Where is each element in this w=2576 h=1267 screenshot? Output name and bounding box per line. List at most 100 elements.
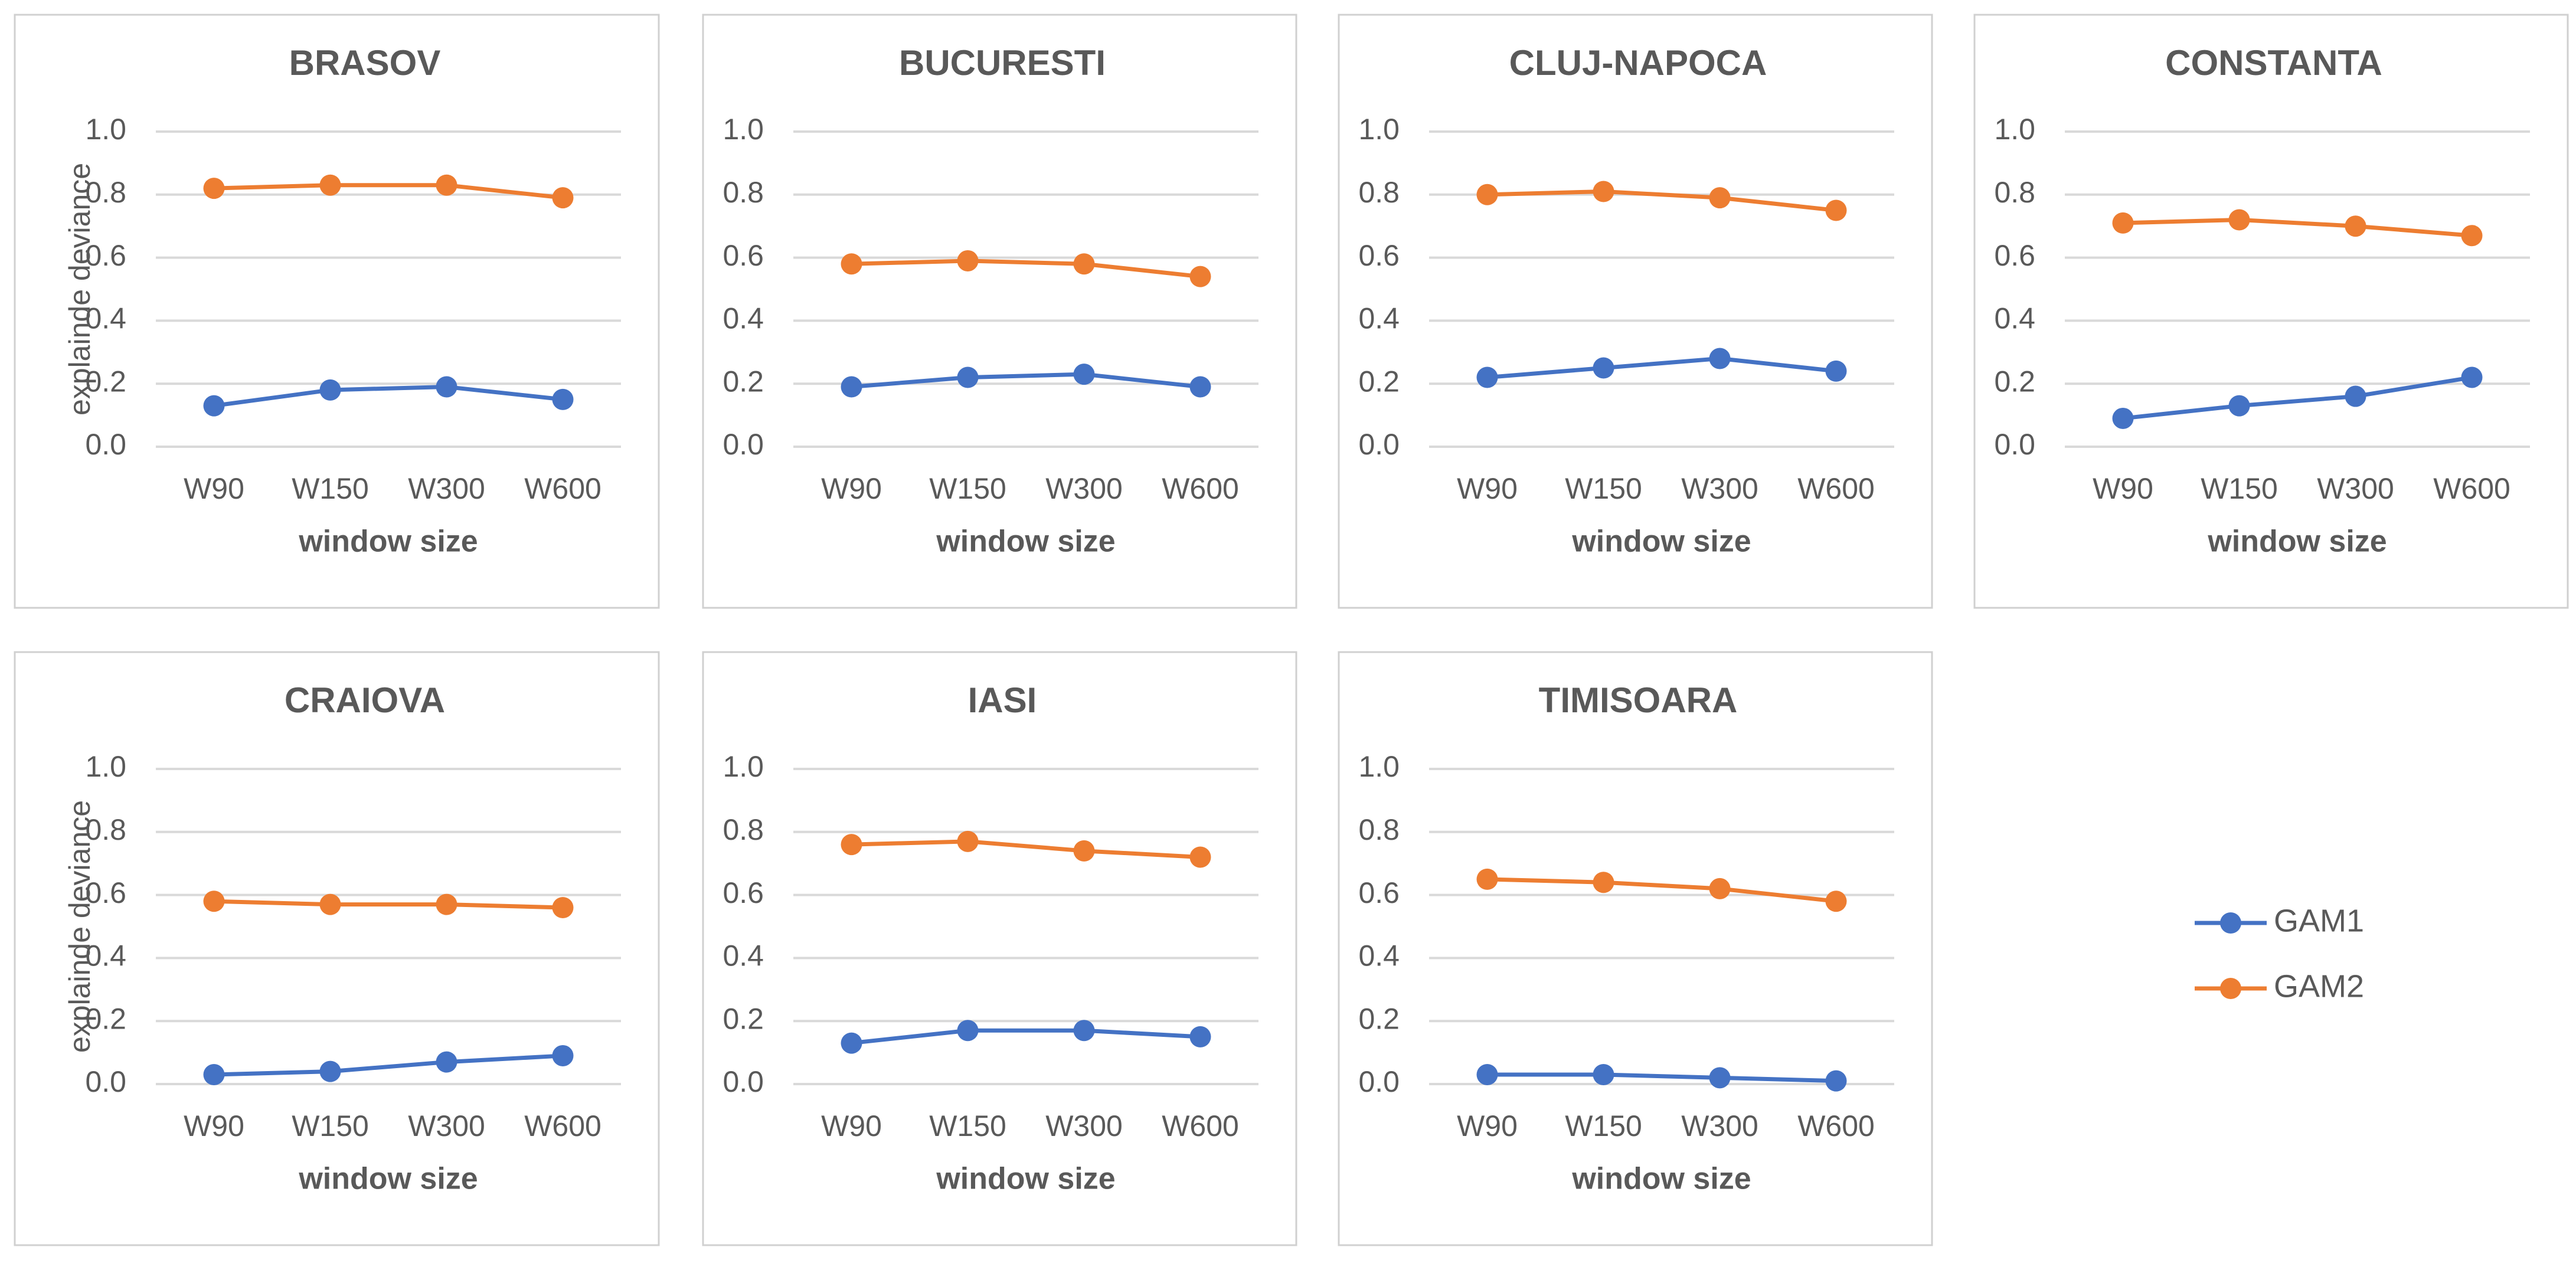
legend-marker bbox=[2220, 912, 2241, 934]
x-tick-label: W600 bbox=[1162, 472, 1239, 505]
series-line bbox=[214, 899, 563, 910]
x-tick-label: W150 bbox=[2201, 472, 2278, 505]
data-point bbox=[1476, 1063, 1498, 1085]
data-point bbox=[2461, 225, 2483, 247]
y-axis-label: explainde deviance bbox=[63, 163, 96, 415]
data-point bbox=[2345, 385, 2366, 407]
x-tick-label: W150 bbox=[292, 1109, 369, 1142]
y-tick-label: 0.4 bbox=[1994, 302, 2035, 335]
data-point bbox=[2112, 407, 2134, 429]
y-tick-label: 0.0 bbox=[85, 428, 126, 461]
data-point bbox=[552, 388, 574, 410]
x-tick-label: W600 bbox=[524, 472, 601, 505]
x-tick-label: W150 bbox=[929, 472, 1006, 505]
y-tick-label: 0.8 bbox=[85, 813, 126, 846]
data-point bbox=[957, 830, 979, 852]
series-line bbox=[1487, 189, 1836, 212]
data-point bbox=[1073, 1020, 1095, 1042]
data-point bbox=[552, 187, 574, 209]
x-tick-label: W600 bbox=[2433, 472, 2510, 505]
series-line bbox=[1487, 1072, 1836, 1083]
data-point bbox=[1073, 364, 1095, 385]
y-tick-label: 0.6 bbox=[723, 876, 764, 909]
data-point bbox=[1709, 878, 1731, 899]
y-tick-label: 0.0 bbox=[1358, 1065, 1400, 1098]
x-tick-label: W90 bbox=[1457, 472, 1518, 505]
y-tick-label: 0.8 bbox=[1994, 176, 2035, 209]
series-line bbox=[851, 258, 1201, 279]
x-tick-label: W600 bbox=[524, 1109, 601, 1142]
y-tick-label: 0.2 bbox=[85, 365, 126, 398]
x-tick-label: W600 bbox=[1162, 1109, 1239, 1142]
panel-border bbox=[14, 651, 660, 1246]
y-tick-label: 0.6 bbox=[1994, 239, 2035, 272]
x-axis-label: window size bbox=[1571, 1162, 1751, 1196]
y-tick-label: 1.0 bbox=[1994, 113, 2035, 146]
chart-panel: TIMISOARA 0.0 0.2 0.4 0.6 0.8 1.0 W90 W150 W300 W6… bbox=[1338, 651, 1933, 1246]
data-point bbox=[957, 366, 979, 388]
chart-title: CONSTANTA bbox=[2165, 43, 2382, 83]
x-axis-label: window size bbox=[298, 525, 478, 559]
data-point bbox=[2461, 366, 2483, 388]
y-tick-label: 0.8 bbox=[1358, 813, 1400, 846]
series-line bbox=[2123, 375, 2473, 421]
data-point bbox=[1189, 846, 1211, 868]
data-point bbox=[436, 376, 457, 398]
series-line bbox=[214, 385, 563, 408]
x-axis-label: window size bbox=[1571, 525, 1751, 559]
chart-panel: IASI 0.0 0.2 0.4 0.6 0.8 1.0 W90 W150 W300 W600 win… bbox=[702, 651, 1297, 1246]
y-tick-label: 0.0 bbox=[1994, 428, 2035, 461]
y-tick-label: 0.8 bbox=[723, 176, 764, 209]
data-point bbox=[1073, 840, 1095, 862]
data-point bbox=[436, 174, 457, 196]
x-tick-label: W150 bbox=[292, 472, 369, 505]
y-tick-label: 0.6 bbox=[1358, 239, 1400, 272]
x-tick-label: W90 bbox=[2093, 472, 2153, 505]
chart-panel: CRAIOVA 0.0 0.2 0.4 0.6 0.8 1.0 W90 W150 W300 W600… bbox=[14, 651, 660, 1246]
x-axis-label: window size bbox=[936, 525, 1115, 559]
chart-title: CLUJ-NAPOCA bbox=[1509, 43, 1767, 83]
legend-label: GAM1 bbox=[2274, 903, 2364, 938]
y-tick-label: 0.0 bbox=[85, 1065, 126, 1098]
data-point bbox=[319, 379, 341, 401]
data-point bbox=[1476, 868, 1498, 890]
y-tick-label: 0.2 bbox=[1358, 1002, 1400, 1035]
data-point bbox=[1073, 253, 1095, 275]
y-tick-label: 0.6 bbox=[1358, 876, 1400, 909]
series-line bbox=[851, 839, 1201, 860]
x-tick-label: W300 bbox=[1045, 1109, 1123, 1142]
series-line bbox=[2123, 218, 2472, 238]
data-point bbox=[841, 376, 862, 398]
x-axis-label: window size bbox=[298, 1162, 478, 1196]
x-tick-label: W600 bbox=[1797, 1109, 1875, 1142]
y-tick-label: 1.0 bbox=[85, 750, 126, 783]
data-point bbox=[1709, 1067, 1731, 1089]
legend-marker bbox=[2220, 978, 2241, 999]
data-point bbox=[203, 178, 225, 199]
data-point bbox=[319, 893, 341, 915]
y-tick-label: 1.0 bbox=[1358, 113, 1400, 146]
data-point bbox=[957, 250, 979, 271]
series-line bbox=[851, 1028, 1201, 1046]
x-tick-label: W300 bbox=[1681, 472, 1758, 505]
y-tick-label: 0.0 bbox=[1358, 428, 1400, 461]
x-tick-label: W150 bbox=[929, 1109, 1006, 1142]
panel-border bbox=[702, 651, 1297, 1246]
chart-title: BUCURESTI bbox=[899, 43, 1106, 83]
y-tick-label: 0.8 bbox=[85, 176, 126, 209]
x-tick-label: W90 bbox=[184, 472, 244, 505]
y-tick-label: 0.0 bbox=[723, 428, 764, 461]
panel-border bbox=[14, 14, 660, 609]
data-point bbox=[1593, 1063, 1614, 1085]
series-line bbox=[214, 183, 563, 200]
panel-border bbox=[1338, 651, 1933, 1246]
y-tick-label: 0.2 bbox=[723, 1002, 764, 1035]
data-point bbox=[841, 253, 862, 275]
data-point bbox=[1593, 181, 1614, 202]
chart-title: BRASOV bbox=[289, 43, 441, 83]
x-tick-label: W300 bbox=[1681, 1109, 1758, 1142]
y-tick-label: 1.0 bbox=[1358, 750, 1400, 783]
series-line bbox=[1487, 877, 1836, 903]
data-point bbox=[841, 1032, 862, 1054]
y-tick-label: 1.0 bbox=[723, 113, 764, 146]
